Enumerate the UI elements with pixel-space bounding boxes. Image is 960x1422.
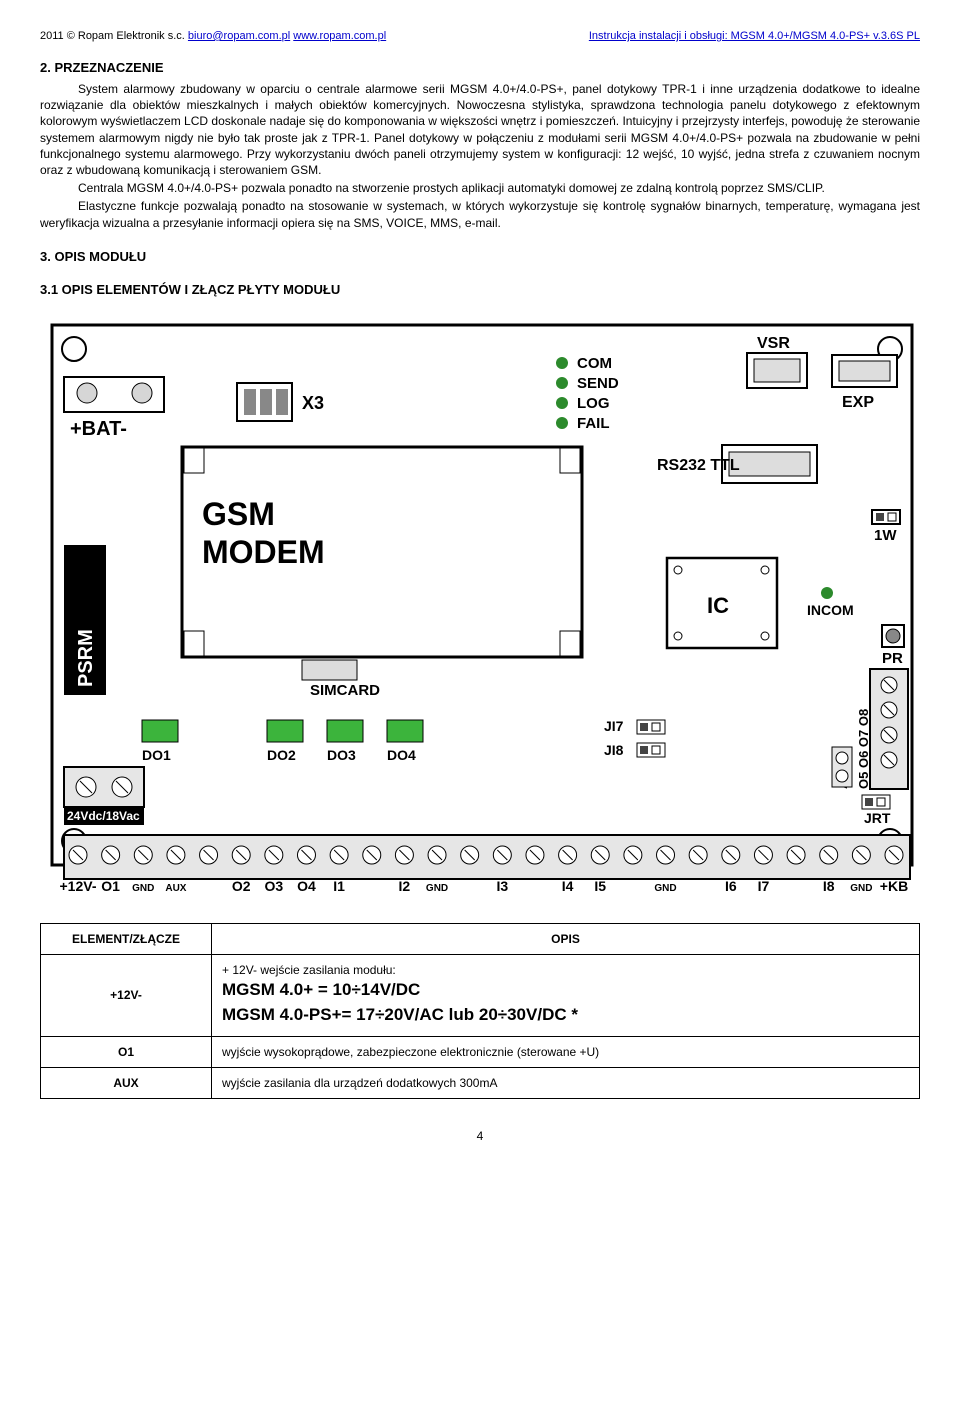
page-header: 2011 © Ropam Elektronik s.c. biuro@ropam… (40, 30, 920, 42)
header-right: Instrukcja instalacji i obsługi: MGSM 4.… (589, 30, 920, 42)
table-head-right: OPIS (212, 923, 920, 954)
label-ic: IC (707, 593, 729, 618)
svg-text:O2: O2 (232, 878, 251, 894)
svg-text:+KB: +KB (880, 878, 908, 894)
section-3-1-title: 3.1 OPIS ELEMENTÓW I ZŁĄCZ PŁYTY MODUŁU (40, 282, 920, 297)
label-exp: EXP (842, 394, 874, 411)
svg-text:O1: O1 (101, 878, 120, 894)
table-cell-element: O1 (41, 1036, 212, 1067)
table-cell-description: wyjście wysokoprądowe, zabezpieczone ele… (212, 1036, 920, 1067)
label-incom: INCOM (807, 602, 854, 618)
svg-text:AUX: AUX (165, 883, 186, 894)
header-email-link[interactable]: biuro@ropam.com.pl (188, 30, 290, 42)
svg-text:O3: O3 (264, 878, 283, 894)
label-simcard: SIMCARD (310, 682, 380, 699)
table-header-row: ELEMENT/ZŁĄCZE OPIS (41, 923, 920, 954)
label-do3: DO3 (327, 747, 356, 763)
svg-text:I4: I4 (562, 878, 574, 894)
table-cell-description: wyjście zasilania dla urządzeń dodatkowy… (212, 1067, 920, 1098)
header-left: 2011 © Ropam Elektronik s.c. biuro@ropam… (40, 30, 386, 42)
section-2-paragraph-1: System alarmowy zbudowany w oparciu o ce… (40, 81, 920, 178)
table-cell-element: +12V- (41, 954, 212, 1036)
svg-text:O4: O4 (297, 878, 316, 894)
header-doc-title[interactable]: Instrukcja instalacji i obsługi: MGSM 4.… (589, 30, 920, 42)
table-cell-description: + 12V- wejście zasilania modułu:MGSM 4.0… (212, 954, 920, 1036)
table-head-left: ELEMENT/ZŁĄCZE (41, 923, 212, 954)
svg-text:I3: I3 (496, 878, 508, 894)
svg-text:I5: I5 (594, 878, 606, 894)
label-ji7: JI7 (604, 718, 624, 734)
label-fail: FAIL (577, 415, 610, 432)
board-svg: +BAT- X3 GSM MODEM COM SEND LOG FAIL VSR… (42, 315, 922, 895)
table-row: +12V-+ 12V- wejście zasilania modułu:MGS… (41, 954, 920, 1036)
table-row: AUXwyjście zasilania dla urządzeń dodatk… (41, 1067, 920, 1098)
label-gsm: GSM (202, 496, 275, 532)
section-3-title: 3. OPIS MODUŁU (40, 249, 920, 264)
header-prefix: 2011 © Ropam Elektronik s.c. (40, 30, 185, 42)
svg-text:I7: I7 (758, 878, 770, 894)
section-2-paragraph-3: Elastyczne funkcje pozwalają ponadto na … (40, 198, 920, 230)
section-2-paragraph-2: Centrala MGSM 4.0+/4.0-PS+ pozwala ponad… (40, 180, 920, 196)
svg-text:I2: I2 (399, 878, 411, 894)
label-send: SEND (577, 375, 619, 392)
label-log: LOG (577, 395, 610, 412)
section-2-title: 2. PRZEZNACZENIE (40, 60, 920, 75)
svg-text:I8: I8 (823, 878, 835, 894)
label-do4: DO4 (387, 747, 416, 763)
label-vsr: VSR (757, 335, 790, 352)
svg-text:GND: GND (426, 883, 448, 894)
label-1w: 1W (874, 527, 897, 544)
label-do1: DO1 (142, 747, 171, 763)
svg-text:I1: I1 (333, 878, 345, 894)
label-modem: MODEM (202, 534, 325, 570)
svg-text:+12V-: +12V- (60, 878, 97, 894)
label-jrt: JRT (864, 810, 891, 826)
label-x3: X3 (302, 393, 324, 413)
label-rs232: RS232 TTL (657, 457, 740, 474)
table-row: O1wyjście wysokoprądowe, zabezpieczone e… (41, 1036, 920, 1067)
label-24v: 24Vdc/18Vac (67, 809, 140, 823)
label-psrm: PSRM (75, 629, 97, 687)
svg-text:GND: GND (654, 883, 676, 894)
svg-text:GND: GND (132, 883, 154, 894)
label-do2: DO2 (267, 747, 296, 763)
label-ji8: JI8 (604, 742, 624, 758)
header-website-link[interactable]: www.ropam.com.pl (293, 30, 386, 42)
page-number: 4 (40, 1129, 920, 1143)
label-bat: +BAT- (70, 418, 127, 440)
label-com: COM (577, 355, 612, 372)
svg-text:GND: GND (850, 883, 872, 894)
table-cell-element: AUX (41, 1067, 212, 1098)
svg-text:I6: I6 (725, 878, 737, 894)
label-pr: PR (882, 650, 903, 667)
module-board-diagram: +BAT- X3 GSM MODEM COM SEND LOG FAIL VSR… (40, 315, 920, 895)
label-o5o8: O5 O6 O7 O8 (856, 708, 871, 788)
spec-table: ELEMENT/ZŁĄCZE OPIS +12V-+ 12V- wejście … (40, 923, 920, 1099)
